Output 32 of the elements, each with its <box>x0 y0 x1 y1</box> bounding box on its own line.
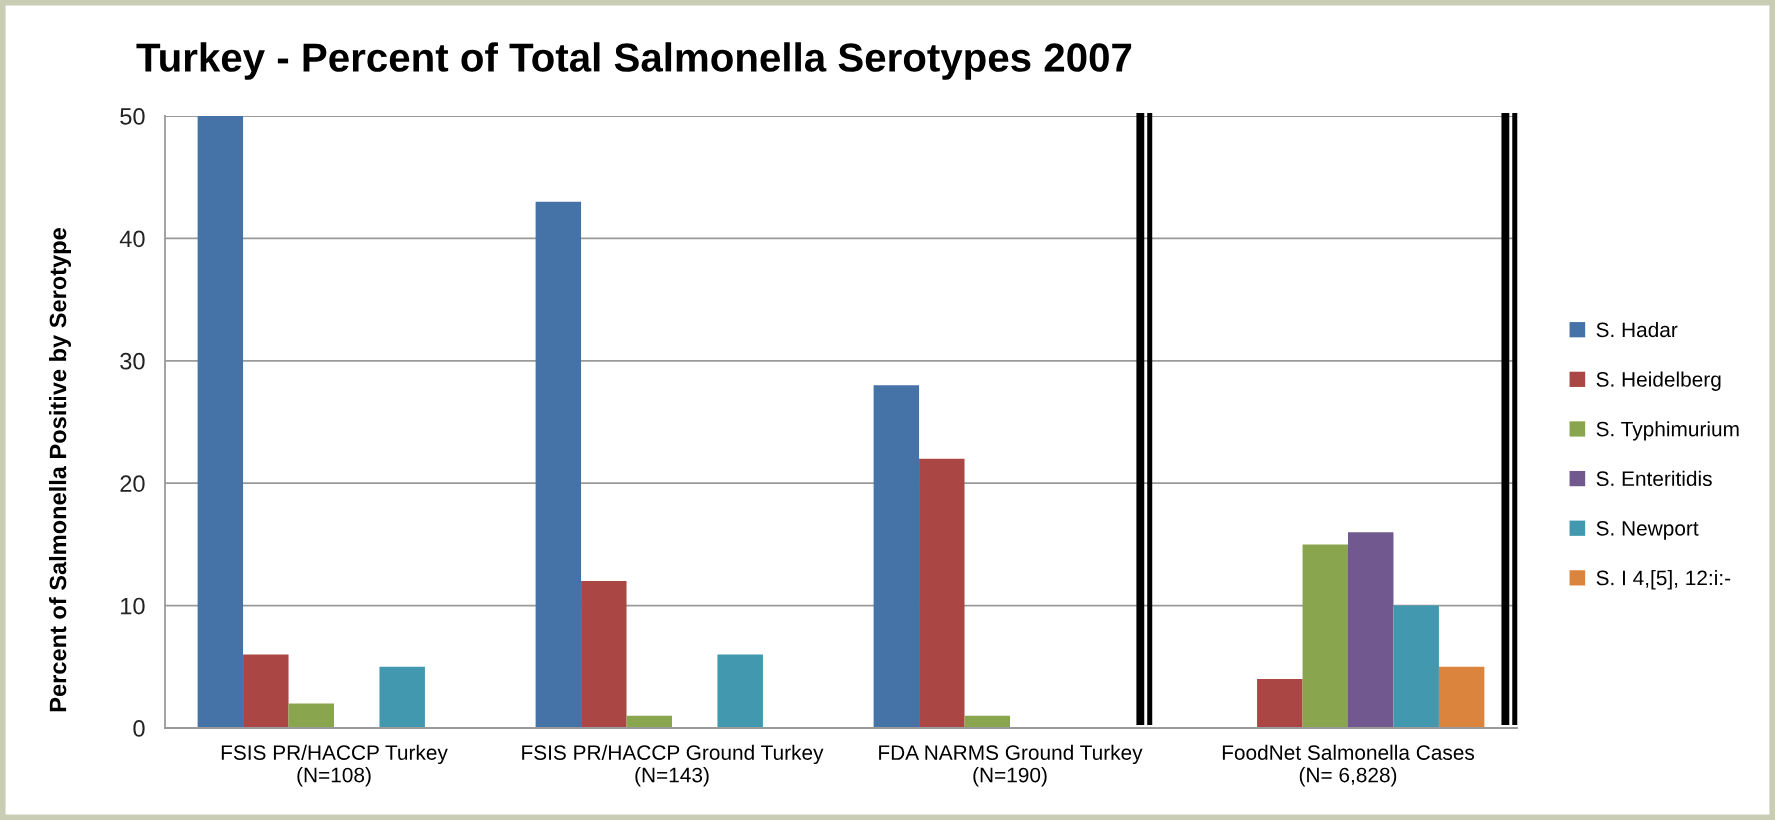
y-tick-label: 20 <box>120 475 145 492</box>
bar <box>581 581 627 728</box>
bar <box>717 654 763 728</box>
bar <box>919 458 965 728</box>
y-tick-label: 10 <box>121 597 145 615</box>
bar <box>1348 532 1394 728</box>
bar <box>1302 544 1348 728</box>
bar <box>1438 666 1485 728</box>
x-tick-label: FDA NARMS Ground Turkey (N=190) <box>879 744 1143 787</box>
bar <box>873 385 920 728</box>
x-tick-label: FoodNet Salmonella Cases (N= 6,828) <box>1222 744 1475 787</box>
bar <box>535 201 582 728</box>
legend-label: S. I 4,[5], 12:i:- <box>1596 570 1731 590</box>
legend-label: S. Enteritidis <box>1596 470 1712 487</box>
chart-title: Turkey - Percent of Total Salmonella Serotypes 2007 <box>136 42 1132 80</box>
legend-label: S. Typhimurium <box>1596 421 1739 441</box>
y-tick-label: 50 <box>120 108 145 125</box>
bar <box>379 666 425 728</box>
legend-label: S. Newport <box>1596 520 1699 540</box>
legend-label: S. Heidelberg <box>1596 371 1721 391</box>
y-tick-label: 0 <box>133 720 145 737</box>
x-tick-label: FSIS PR/HACCP Ground Turkey (N=143) <box>522 744 824 787</box>
y-axis-title: Percent of Salmonella Positive by Serotype <box>49 228 72 712</box>
legend-label: S. Hadar <box>1596 321 1678 338</box>
bar <box>1393 605 1439 728</box>
y-tick-label: 40 <box>119 230 145 248</box>
bar <box>288 703 334 728</box>
bar <box>243 654 289 728</box>
x-tick-label: FSIS PR/HACCP Turkey (N=108) <box>221 744 448 787</box>
bar <box>197 116 244 728</box>
bar <box>1257 679 1303 728</box>
y-tick-label: 30 <box>120 352 145 370</box>
